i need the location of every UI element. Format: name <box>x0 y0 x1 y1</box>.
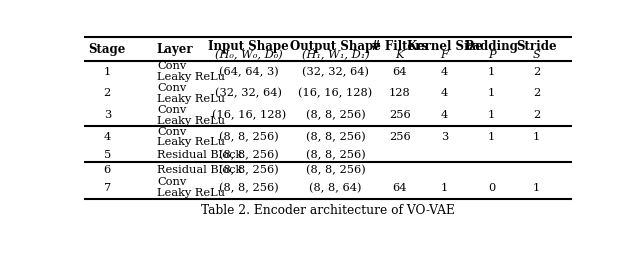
Text: (8, 8, 256): (8, 8, 256) <box>305 165 365 175</box>
Text: (32, 32, 64): (32, 32, 64) <box>302 66 369 77</box>
Text: 6: 6 <box>104 165 111 175</box>
Text: Conv: Conv <box>157 105 186 115</box>
Text: 1: 1 <box>488 67 495 77</box>
Text: Residual Block: Residual Block <box>157 165 242 175</box>
Text: Leaky ReLu: Leaky ReLu <box>157 137 225 148</box>
Text: 7: 7 <box>104 183 111 193</box>
Text: 1: 1 <box>488 88 495 98</box>
Text: 1: 1 <box>104 67 111 77</box>
Text: 4: 4 <box>104 132 111 142</box>
Text: 2: 2 <box>104 88 111 98</box>
Text: (8, 8, 256): (8, 8, 256) <box>305 132 365 142</box>
Text: Conv: Conv <box>157 61 186 71</box>
Text: (16, 16, 128): (16, 16, 128) <box>211 110 286 120</box>
Text: 1: 1 <box>532 183 540 193</box>
Text: 0: 0 <box>488 183 495 193</box>
Text: Leaky ReLu: Leaky ReLu <box>157 116 225 125</box>
Text: Output Shape: Output Shape <box>290 40 381 53</box>
Text: # Filters: # Filters <box>371 40 428 53</box>
Text: 256: 256 <box>389 132 411 142</box>
Text: Layer: Layer <box>157 43 193 56</box>
Text: Kernel Size: Kernel Size <box>406 40 483 53</box>
Text: Padding: Padding <box>465 40 518 53</box>
Text: Conv: Conv <box>157 177 186 187</box>
Text: 2: 2 <box>532 88 540 98</box>
Text: F: F <box>440 50 449 59</box>
Text: (8, 8, 256): (8, 8, 256) <box>305 150 365 160</box>
Text: Leaky ReLu: Leaky ReLu <box>157 188 225 198</box>
Text: (8, 8, 256): (8, 8, 256) <box>219 165 278 175</box>
Text: 4: 4 <box>441 110 448 120</box>
Text: (8, 8, 256): (8, 8, 256) <box>219 132 278 142</box>
Text: S: S <box>532 50 540 59</box>
Text: (8, 8, 256): (8, 8, 256) <box>305 110 365 120</box>
Text: K: K <box>396 50 404 59</box>
Text: 256: 256 <box>389 110 411 120</box>
Text: Leaky ReLu: Leaky ReLu <box>157 94 225 104</box>
Text: Residual Block: Residual Block <box>157 150 242 160</box>
Text: Leaky ReLu: Leaky ReLu <box>157 72 225 82</box>
Text: Conv: Conv <box>157 127 186 137</box>
Text: (8, 8, 256): (8, 8, 256) <box>219 150 278 160</box>
Text: 64: 64 <box>393 183 407 193</box>
Text: (H₁, W₁, D₁): (H₁, W₁, D₁) <box>301 50 369 60</box>
Text: 1: 1 <box>488 110 495 120</box>
Text: Stage: Stage <box>88 43 126 56</box>
Text: (16, 16, 128): (16, 16, 128) <box>298 88 372 99</box>
Text: (8, 8, 64): (8, 8, 64) <box>309 183 362 193</box>
Text: 64: 64 <box>393 67 407 77</box>
Text: 1: 1 <box>488 132 495 142</box>
Text: 1: 1 <box>441 183 448 193</box>
Text: 1: 1 <box>532 132 540 142</box>
Text: (8, 8, 256): (8, 8, 256) <box>219 183 278 193</box>
Text: Conv: Conv <box>157 83 186 93</box>
Text: Stride: Stride <box>516 40 557 53</box>
Text: (32, 32, 64): (32, 32, 64) <box>215 88 282 99</box>
Text: 4: 4 <box>441 67 448 77</box>
Text: 2: 2 <box>532 110 540 120</box>
Text: 128: 128 <box>389 88 411 98</box>
Text: P: P <box>488 50 495 59</box>
Text: 2: 2 <box>532 67 540 77</box>
Text: (64, 64, 3): (64, 64, 3) <box>219 66 278 77</box>
Text: (H₀, W₀, D₀): (H₀, W₀, D₀) <box>215 50 282 60</box>
Text: 5: 5 <box>104 150 111 160</box>
Text: 3: 3 <box>441 132 448 142</box>
Text: 4: 4 <box>441 88 448 98</box>
Text: Input Shape: Input Shape <box>208 40 289 53</box>
Text: 3: 3 <box>104 110 111 120</box>
Text: Table 2. Encoder architecture of VO-VAE: Table 2. Encoder architecture of VO-VAE <box>201 204 455 217</box>
